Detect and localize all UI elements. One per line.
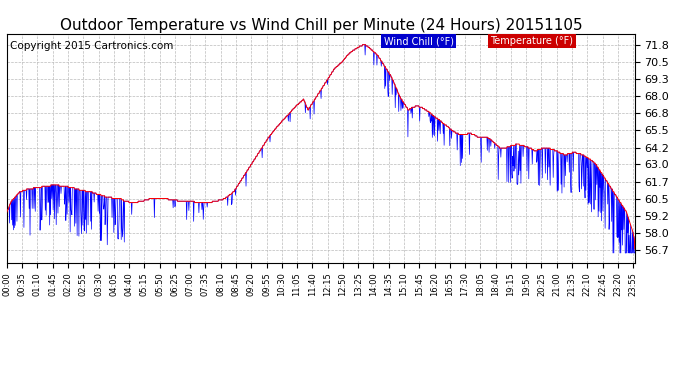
Text: Copyright 2015 Cartronics.com: Copyright 2015 Cartronics.com xyxy=(10,40,173,51)
Text: Wind Chill (°F): Wind Chill (°F) xyxy=(384,36,453,46)
Title: Outdoor Temperature vs Wind Chill per Minute (24 Hours) 20151105: Outdoor Temperature vs Wind Chill per Mi… xyxy=(59,18,582,33)
Text: Temperature (°F): Temperature (°F) xyxy=(491,36,573,46)
